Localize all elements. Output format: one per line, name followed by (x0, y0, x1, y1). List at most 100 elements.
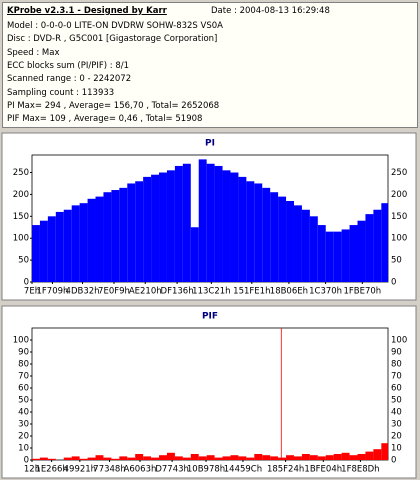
info-panel: KProbe v2.3.1 - Designed by Karr Date : … (2, 2, 418, 128)
bar (55, 211, 64, 282)
y2-tick-label: 100 (391, 336, 407, 346)
bar (47, 216, 56, 282)
x-tick-label: 7Eh (24, 287, 40, 297)
y2-tick-label: 50 (391, 396, 402, 406)
bar (39, 220, 48, 282)
y2-tick-label: 70 (391, 372, 402, 382)
y2-tick-label: 0 (391, 278, 396, 288)
bar (301, 209, 310, 282)
bar (325, 455, 334, 460)
x-tick-label: 14459Ch (224, 465, 262, 475)
bar (214, 457, 223, 460)
bar (103, 192, 112, 282)
y2-tick-label: 90 (391, 348, 402, 358)
bar (317, 456, 326, 460)
bar (111, 190, 120, 282)
bar (333, 231, 342, 282)
bar (159, 455, 167, 460)
y2-tick-label: 10 (391, 444, 402, 454)
bar (214, 165, 223, 282)
bar (317, 225, 326, 282)
bar (87, 457, 96, 460)
y2-tick-label: 100 (391, 234, 407, 244)
bar (151, 174, 160, 282)
bar (135, 181, 144, 282)
y-tick-label: 50 (18, 396, 29, 406)
x-tick-label: 113C21h (192, 287, 230, 297)
bar (174, 165, 183, 282)
info-line: Scanned range : 0 - 2242072 (7, 74, 132, 85)
bar (238, 176, 247, 282)
bar (71, 456, 80, 460)
bar (39, 457, 48, 460)
bar (222, 170, 231, 282)
info-line: Disc : DVD-R , G5C001 [Gigastorage Corpo… (7, 34, 218, 45)
x-tick-label: 1E266h (35, 465, 67, 475)
y-tick-label: 20 (18, 432, 29, 442)
y-tick-label: 0 (24, 456, 29, 466)
y-tick-label: 50 (18, 256, 29, 266)
bar (143, 176, 152, 282)
x-tick-label: 1F709h (36, 287, 68, 297)
bar (79, 203, 88, 282)
bar (349, 455, 358, 460)
y-tick-label: 0 (24, 278, 29, 288)
y-tick-label: 200 (13, 190, 29, 200)
scan-date: Date : 2004-08-13 16:29:48 (211, 6, 330, 16)
x-tick-label: D7743h (155, 465, 189, 475)
bar (63, 209, 72, 282)
bar (278, 196, 287, 282)
x-tick-label: 77348h (93, 465, 125, 475)
info-line: PIF Max= 109 , Average= 0,46 , Total= 51… (7, 114, 203, 125)
bar (166, 170, 175, 282)
chart-title: PI (205, 139, 215, 149)
bar (127, 183, 136, 282)
bar (32, 225, 40, 282)
bar (341, 229, 350, 282)
bar (190, 227, 199, 282)
bar (286, 455, 294, 460)
bar (230, 172, 239, 282)
info-line: PI Max= 294 , Average= 156,70 , Total= 2… (7, 100, 220, 111)
bar (286, 200, 294, 282)
bar (270, 456, 279, 460)
bar (333, 454, 342, 460)
bar (381, 443, 388, 460)
y-tick-label: 90 (18, 348, 29, 358)
bar (278, 457, 287, 460)
y2-tick-label: 250 (391, 168, 407, 178)
x-tick-label: AE210h (129, 287, 162, 297)
bar (95, 455, 104, 460)
x-tick-label: 7E0F9h (98, 287, 130, 297)
y-tick-label: 250 (13, 168, 29, 178)
y-tick-label: 150 (13, 212, 29, 222)
bar (119, 456, 128, 460)
bar (127, 457, 136, 460)
bar (309, 216, 318, 282)
info-line: ECC blocks sum (PI/PIF) : 8/1 (7, 60, 130, 71)
bar (151, 457, 160, 460)
x-tick-label: 10B978h (187, 465, 225, 475)
bar (190, 454, 199, 460)
y2-tick-label: 30 (391, 420, 402, 430)
bar (246, 457, 255, 460)
bar (373, 449, 382, 460)
bar (119, 187, 128, 282)
y-tick-label: 100 (13, 234, 29, 244)
bar (254, 183, 263, 282)
bar (63, 457, 72, 460)
chart-title: PIF (202, 312, 218, 322)
bar (365, 214, 374, 282)
bar (95, 196, 104, 282)
bar (230, 455, 239, 460)
x-tick-label: 4DB32h (66, 287, 100, 297)
y-tick-label: 60 (18, 384, 29, 394)
bar (270, 192, 279, 282)
bar (198, 159, 207, 282)
bar (238, 456, 247, 460)
bar (222, 456, 231, 460)
bar (206, 455, 215, 460)
bar (103, 457, 112, 460)
bar (174, 456, 183, 460)
